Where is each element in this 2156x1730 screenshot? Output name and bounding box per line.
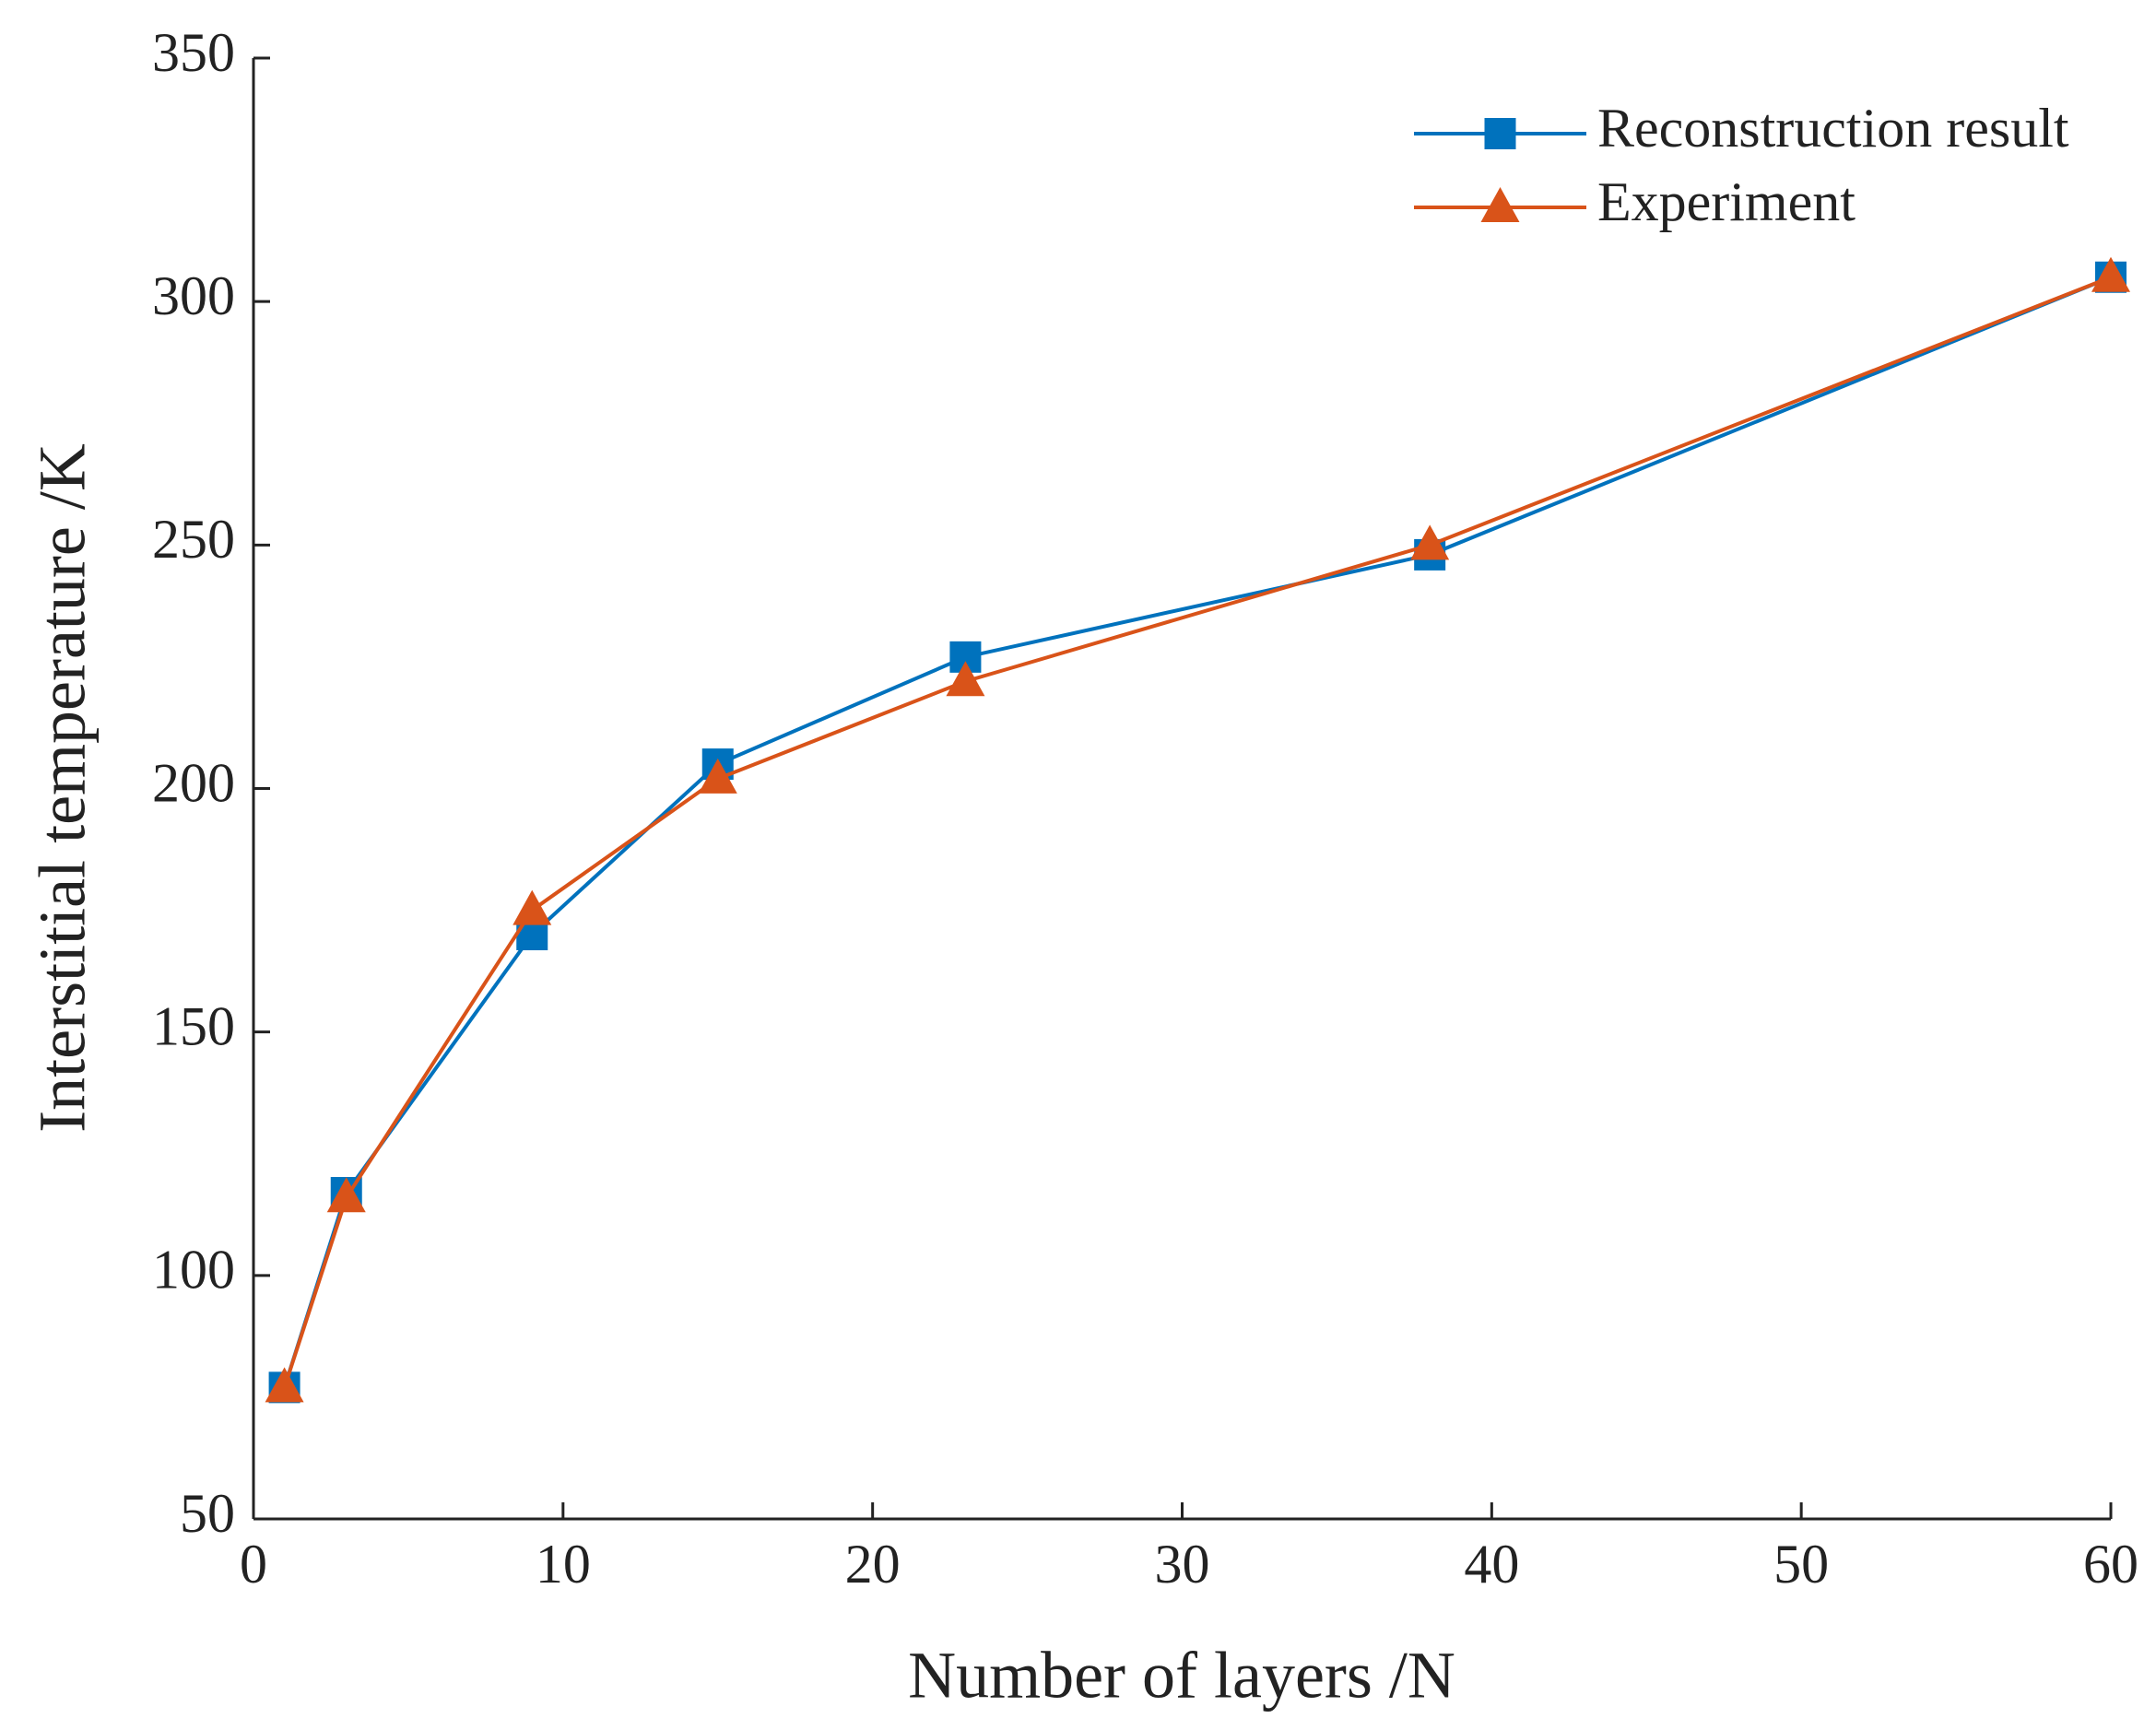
y-tick-label: 150 (152, 995, 235, 1056)
x-tick-label: 50 (1773, 1534, 1829, 1595)
y-tick-label: 100 (152, 1240, 235, 1300)
data-point (1410, 524, 1450, 560)
data-point (326, 1177, 366, 1213)
x-axis-label: Number of layers /N (908, 1639, 1455, 1712)
x-tick-label: 40 (1464, 1534, 1519, 1595)
y-tick-label: 350 (152, 22, 235, 83)
legend-label: Reconstruction result (1597, 98, 2069, 159)
data-point (946, 661, 985, 697)
series-line (282, 275, 2112, 1388)
x-tick-label: 30 (1155, 1534, 1210, 1595)
y-axis-label: Interstitial temperature /K (26, 443, 100, 1133)
x-tick-label: 60 (2083, 1534, 2138, 1595)
data-point (698, 758, 737, 794)
series-line (282, 275, 2112, 1388)
y-tick-label: 300 (152, 265, 235, 326)
x-tick-label: 20 (845, 1534, 901, 1595)
y-tick-label: 50 (180, 1483, 235, 1544)
x-tick-label: 10 (536, 1534, 591, 1595)
x-tick-label: 0 (240, 1534, 267, 1595)
legend-marker (1484, 118, 1516, 149)
data-point (265, 1367, 304, 1403)
y-tick-label: 250 (152, 509, 235, 570)
legend-marker (1480, 187, 1520, 222)
legend-label: Experiment (1597, 171, 1856, 232)
y-tick-label: 200 (152, 752, 235, 813)
data-point (2091, 256, 2130, 292)
data-point (512, 889, 552, 925)
